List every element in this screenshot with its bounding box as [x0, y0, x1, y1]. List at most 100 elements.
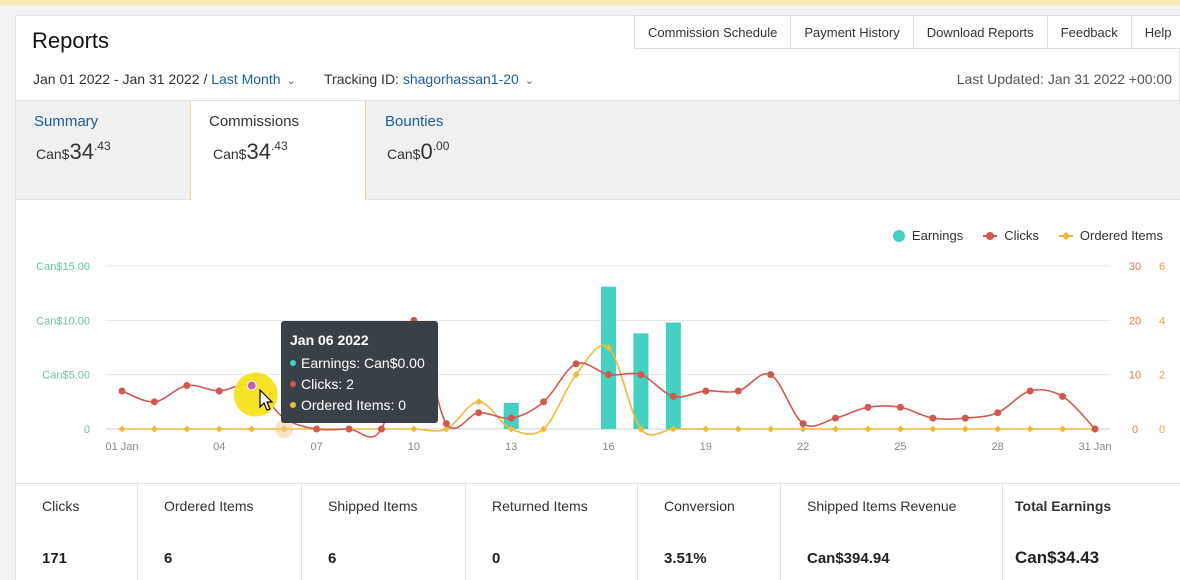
ordered-items-point	[702, 425, 710, 433]
x-tick-label: 10	[408, 441, 420, 453]
date-range-text: Jan 01 2022 - Jan 31 2022 /	[33, 71, 208, 87]
ordered-items-legend-icon	[1058, 231, 1073, 240]
page-title: Reports	[32, 28, 110, 53]
tab-value: Can$0.00	[387, 139, 450, 164]
earnings-dot-icon	[290, 360, 296, 366]
tooltip-earnings: Earnings: Can$0.00	[290, 354, 438, 372]
clicks-point	[702, 387, 710, 395]
stat-value: Can$34.43	[1015, 548, 1100, 567]
ordered-items-point	[507, 425, 515, 433]
date-preset-link[interactable]: Last Month	[211, 71, 281, 87]
clicks-point	[345, 425, 353, 433]
y-clicks-tick-label: 10	[1129, 370, 1141, 382]
clicks-point	[994, 409, 1002, 417]
commission-schedule-button[interactable]: Commission Schedule	[634, 15, 792, 49]
y-ordered-tick-label: 6	[1159, 261, 1165, 273]
clicks-point	[507, 414, 515, 422]
clicks-point	[767, 371, 775, 379]
report-nav: Commission Schedule Payment History Down…	[634, 15, 1180, 49]
tab-label: Bounties	[385, 113, 444, 130]
y-ordered-tick-label: 0	[1159, 424, 1165, 436]
stat-label: Total Earnings	[1015, 498, 1112, 514]
x-tick-label: 13	[505, 441, 517, 453]
ordered-items-point	[1059, 425, 1067, 433]
stat-returned-items: Returned Items 0	[466, 484, 638, 580]
stat-shipped-revenue: Shipped Items Revenue Can$394.94	[781, 484, 1003, 580]
ordered-items-point	[410, 425, 418, 433]
ordered-items-point	[150, 425, 158, 433]
ordered-items-point	[442, 425, 450, 433]
ordered-items-point	[540, 425, 548, 433]
y-ordered-tick-label: 2	[1159, 370, 1165, 382]
stat-label: Conversion	[664, 498, 735, 514]
tab-bounties[interactable]: Bounties Can$0.00	[367, 101, 543, 201]
legend-ordered-items[interactable]: Ordered Items	[1058, 228, 1163, 243]
stat-label: Shipped Items	[328, 498, 418, 514]
x-tick-label: 25	[894, 441, 906, 453]
chart-legend: Earnings Clicks Ordered Items	[873, 228, 1163, 243]
ordered-items-point	[734, 425, 742, 433]
legend-clicks[interactable]: Clicks	[983, 228, 1039, 243]
stat-clicks: Clicks 171	[16, 484, 138, 580]
y-clicks-tick-label: 0	[1132, 424, 1138, 436]
tab-label: Commissions	[209, 113, 300, 130]
tab-value: Can$34.43	[36, 139, 111, 164]
stat-total-earnings: Total Earnings Can$34.43	[1003, 484, 1180, 580]
legend-label: Ordered Items	[1079, 228, 1163, 243]
stat-value: 171	[42, 550, 68, 567]
y-ordered-tick-label: 4	[1159, 315, 1165, 327]
clicks-dot-icon	[290, 381, 296, 387]
clicks-point	[572, 360, 580, 368]
ordered-items-point	[994, 425, 1002, 433]
stat-label: Returned Items	[492, 498, 588, 514]
tooltip-clicks: Clicks: 2	[290, 375, 438, 393]
x-tick-label: 16	[602, 441, 614, 453]
chevron-down-icon[interactable]: ⌄	[286, 74, 296, 87]
clicks-point	[442, 420, 450, 428]
earnings-bar	[665, 322, 681, 429]
stat-value: Can$394.94	[807, 550, 890, 567]
y-left-tick-label: Can$5.00	[42, 370, 90, 382]
clicks-point	[150, 398, 158, 406]
earnings-legend-icon	[892, 229, 905, 242]
download-reports-button[interactable]: Download Reports	[913, 15, 1048, 49]
payment-history-button[interactable]: Payment History	[791, 15, 914, 49]
ordered-point-hover	[275, 420, 294, 438]
chevron-down-icon[interactable]: ⌄	[524, 74, 535, 87]
clicks-point	[1026, 387, 1034, 395]
ordered-items-point	[831, 425, 840, 433]
tracking-id-link[interactable]: shagorhassan1-20	[402, 71, 519, 87]
clicks-point	[118, 387, 126, 395]
stat-shipped-items: Shipped Items 6	[302, 484, 466, 580]
clicks-point	[864, 403, 872, 411]
tab-summary[interactable]: Summary Can$34.43	[16, 101, 192, 201]
x-tick-label: 28	[992, 441, 1004, 453]
ordered-items-point	[637, 425, 645, 433]
y-left-tick-label: Can$10.00	[36, 315, 90, 327]
date-filter[interactable]: Jan 01 2022 - Jan 31 2022 / Last Month ⌄	[33, 71, 296, 87]
feedback-button[interactable]: Feedback	[1047, 15, 1132, 49]
clicks-point	[637, 371, 645, 379]
legend-earnings[interactable]: Earnings	[892, 228, 963, 243]
clicks-point	[896, 403, 904, 411]
x-tick-label: 31 Jan	[1078, 441, 1111, 453]
ordered-items-point	[961, 425, 969, 433]
tooltip-date: Jan 06 2022	[290, 332, 369, 348]
clicks-point	[961, 414, 969, 422]
stat-value: 6	[328, 550, 337, 567]
help-button[interactable]: Help	[1131, 15, 1180, 49]
chart-tooltip: Jan 06 2022 Earnings: Can$0.00 Clicks: 2…	[281, 321, 438, 423]
clicks-point	[377, 425, 385, 433]
y-clicks-tick-label: 30	[1129, 261, 1141, 273]
earnings-bar	[601, 286, 616, 429]
tooltip-ordered-items: Ordered Items: 0	[290, 396, 438, 414]
clicks-point	[929, 414, 937, 422]
ordered-items-point	[183, 425, 191, 433]
earnings-bar	[633, 333, 649, 429]
tracking-id-filter[interactable]: Tracking ID: shagorhassan1-20 ⌄	[324, 71, 534, 87]
mouse-pointer-icon	[259, 389, 274, 411]
stat-label: Shipped Items Revenue	[807, 498, 957, 514]
x-tick-label: 22	[797, 441, 809, 453]
stat-value: 3.51%	[664, 550, 707, 567]
ordered-items-point	[929, 425, 937, 433]
